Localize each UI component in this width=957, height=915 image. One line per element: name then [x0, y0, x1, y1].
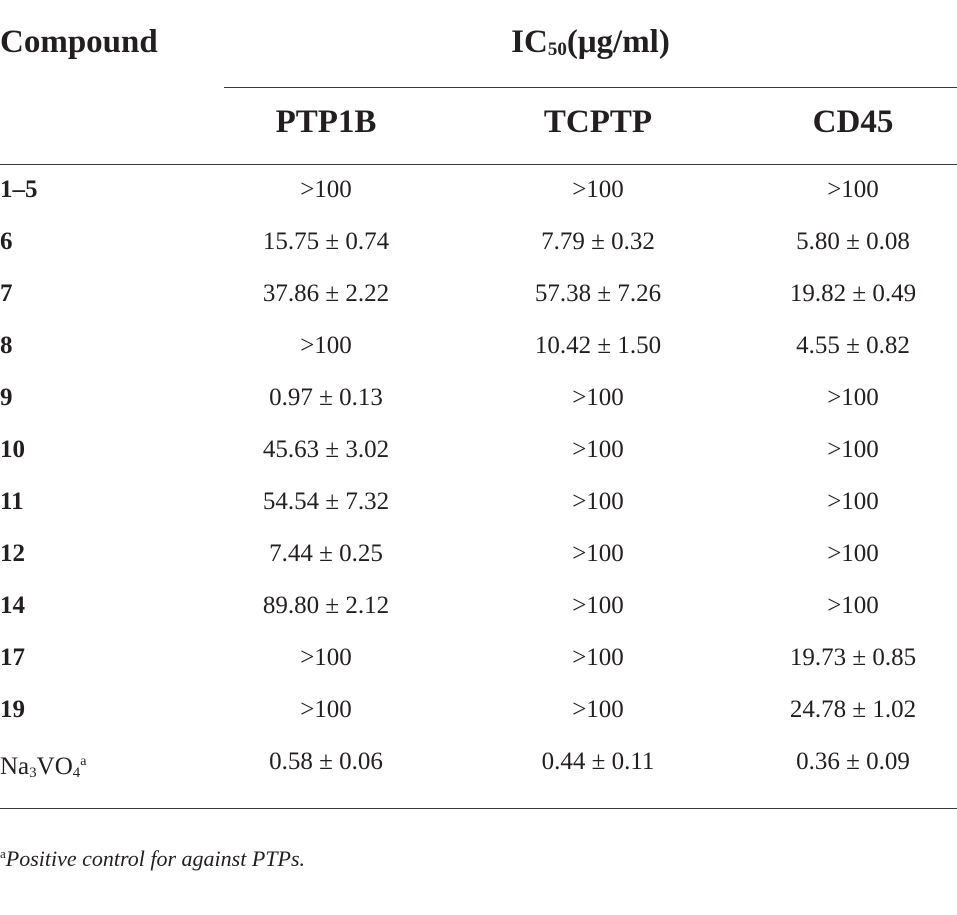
value-cell-cd45: >100	[827, 176, 879, 203]
value-cell-tcptp: >100	[572, 176, 624, 203]
compound-column-header: Compound	[0, 24, 158, 60]
value-cell-tcptp: 10.42 ± 1.50	[534, 332, 662, 359]
control-ptp1b-cell: 0.58 ± 0.06	[269, 748, 383, 775]
compound-cell: 9	[0, 384, 13, 411]
value-cell-cd45: 24.78 ± 1.02	[789, 696, 917, 723]
value-cell-ptp1b: >100	[300, 696, 352, 723]
compound-cell: 10	[0, 436, 25, 463]
value-cell-cd45: 5.80 ± 0.08	[796, 228, 910, 255]
value-cell-ptp1b: 89.80 ± 2.12	[262, 592, 390, 619]
footnote: aPositive control for against PTPs.	[0, 846, 305, 872]
control-cd45-cell: 0.36 ± 0.09	[796, 748, 910, 775]
table-row: 19 >100 >100 24.78 ± 1.02	[0, 684, 957, 736]
table-row: 1–5 >100 >100 >100	[0, 164, 957, 216]
value-cell-ptp1b: 0.97 ± 0.13	[269, 384, 383, 411]
column-header-ptp1b: PTP1B	[275, 104, 377, 140]
value-cell-ptp1b: >100	[300, 332, 352, 359]
value-cell-tcptp: >100	[572, 592, 624, 619]
compound-cell: 14	[0, 592, 25, 619]
ic50-subscript: 50	[547, 39, 567, 60]
value-cell-ptp1b: 15.75 ± 0.74	[262, 228, 390, 255]
value-cell-ptp1b: 54.54 ± 7.32	[262, 488, 390, 515]
value-cell-cd45: 4.55 ± 0.82	[796, 332, 910, 359]
compound-cell: 12	[0, 540, 25, 567]
value-cell-tcptp: >100	[572, 644, 624, 671]
footnote-text: Positive control for against PTPs.	[5, 846, 306, 871]
value-cell-cd45: >100	[827, 540, 879, 567]
value-cell-cd45: >100	[827, 384, 879, 411]
control-tcptp-cell: 0.44 ± 0.11	[541, 748, 655, 775]
value-cell-cd45: 19.73 ± 0.85	[789, 644, 917, 671]
ic50-label: IC	[511, 24, 548, 60]
table-row-control: Na3VO4a 0.58 ± 0.06 0.44 ± 0.11 0.36 ± 0…	[0, 736, 957, 788]
group-header-rule	[224, 87, 957, 88]
value-cell-cd45: >100	[827, 436, 879, 463]
value-cell-cd45: >100	[827, 592, 879, 619]
value-cell-tcptp: >100	[572, 384, 624, 411]
ic50-group-header: IC50(μg/ml)	[224, 24, 957, 61]
value-cell-ptp1b: 7.44 ± 0.25	[269, 540, 383, 567]
compound-cell: 19	[0, 696, 25, 723]
value-cell-tcptp: >100	[572, 488, 624, 515]
table-row: 12 7.44 ± 0.25 >100 >100	[0, 528, 957, 580]
table-bottom-rule	[0, 808, 957, 809]
table-row: 6 15.75 ± 0.74 7.79 ± 0.32 5.80 ± 0.08	[0, 216, 957, 268]
compound-cell: 6	[0, 228, 13, 255]
table-row: 11 54.54 ± 7.32 >100 >100	[0, 476, 957, 528]
value-cell-ptp1b: >100	[300, 176, 352, 203]
value-cell-ptp1b: 37.86 ± 2.22	[262, 280, 390, 307]
compound-cell: 7	[0, 280, 13, 307]
value-cell-tcptp: 7.79 ± 0.32	[541, 228, 655, 255]
compound-cell: 1–5	[0, 176, 38, 203]
table-row: 14 89.80 ± 2.12 >100 >100	[0, 580, 957, 632]
value-cell-ptp1b: >100	[300, 644, 352, 671]
value-cell-tcptp: >100	[572, 696, 624, 723]
value-cell-ptp1b: 45.63 ± 3.02	[262, 436, 390, 463]
column-header-cd45: CD45	[812, 104, 894, 140]
table-row: 10 45.63 ± 3.02 >100 >100	[0, 424, 957, 476]
value-cell-tcptp: >100	[572, 540, 624, 567]
ic50-unit: (μg/ml)	[566, 24, 670, 60]
footnote-marker: a	[0, 846, 6, 861]
value-cell-tcptp: >100	[572, 436, 624, 463]
table-row: 9 0.97 ± 0.13 >100 >100	[0, 372, 957, 424]
table-row: 7 37.86 ± 2.22 57.38 ± 7.26 19.82 ± 0.49	[0, 268, 957, 320]
value-cell-cd45: 19.82 ± 0.49	[789, 280, 917, 307]
compound-cell: 8	[0, 332, 13, 359]
table-row: 17 >100 >100 19.73 ± 0.85	[0, 632, 957, 684]
column-header-tcptp: TCPTP	[543, 104, 653, 140]
value-cell-tcptp: 57.38 ± 7.26	[534, 280, 662, 307]
value-cell-cd45: >100	[827, 488, 879, 515]
compound-cell: 17	[0, 644, 25, 671]
table-row: 8 >100 10.42 ± 1.50 4.55 ± 0.82	[0, 320, 957, 372]
header-bottom-rule	[0, 164, 957, 165]
control-compound-cell: Na3VO4a	[0, 753, 87, 781]
compound-cell: 11	[0, 488, 24, 515]
